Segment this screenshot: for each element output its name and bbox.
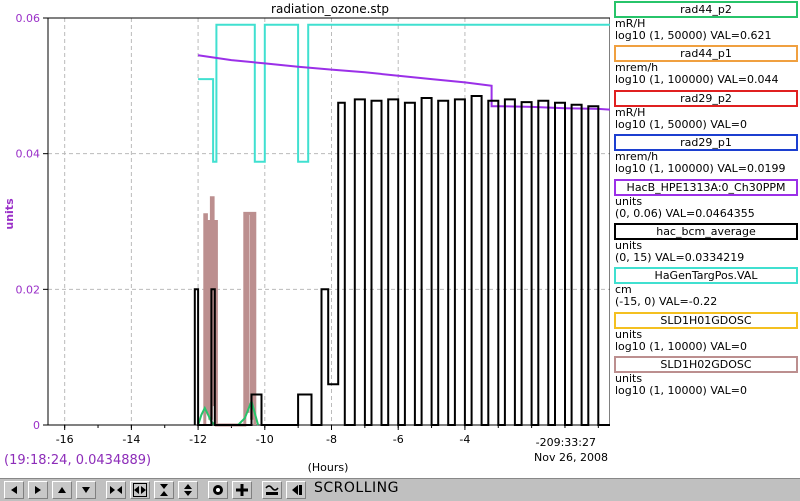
legend-unit: mrem/h <box>615 150 659 164</box>
y-tick-label: 0.06 <box>16 12 41 25</box>
add-icon <box>236 484 248 496</box>
legend-item-hagentargpos-val[interactable]: HaGenTargPos.VAL <box>614 267 798 285</box>
series-line-hac-bcm-average <box>193 95 610 426</box>
fit-button[interactable] <box>262 481 282 499</box>
legend-range: log10 (1, 10000) VAL=0 <box>615 339 748 353</box>
y-tick-label: 0.04 <box>16 148 41 161</box>
arrow-left-button[interactable] <box>4 481 24 499</box>
legend-range: (0, 0.06) VAL=0.0464355 <box>615 206 755 220</box>
x-tick-label: -4 <box>459 433 470 446</box>
legend-unit: units <box>615 194 643 208</box>
legend-range: log10 (1, 50000) VAL=0.621 <box>615 29 772 42</box>
legend-item-sld1h02gdosc[interactable]: SLD1H02GDOSC <box>614 356 798 374</box>
fit-icon <box>265 485 279 495</box>
y-axis-label: units <box>3 198 16 230</box>
back-icon <box>292 485 302 495</box>
date-label: Nov 26, 2008 <box>534 451 608 464</box>
chart-title: radiation_ozone.stp <box>271 2 389 16</box>
legend-unit: units <box>615 239 643 252</box>
status-text: SCROLLING <box>314 480 399 496</box>
record-icon <box>213 485 223 495</box>
x-tick-label: -8 <box>326 433 337 446</box>
legend-panel: rad44_p2 mR/H log10 (1, 50000) VAL=0.621 ra… <box>612 0 800 478</box>
arrow-right-icon <box>35 486 41 494</box>
zoom-out-x-button[interactable] <box>130 481 150 499</box>
legend-unit: mrem/h <box>615 61 659 75</box>
arrow-down-icon <box>82 487 90 493</box>
zoom-out-y-icon <box>184 484 192 496</box>
x-axis-label: (Hours) <box>308 461 349 474</box>
chart-plot[interactable]: 0 0.02 0.04 0.06 -16 -14 -12 -10 -8 -6 -4 radiatio… <box>0 0 610 478</box>
series-line-hagentargpos-val <box>198 23 610 163</box>
zoom-in-y-icon <box>160 484 168 496</box>
x-tick-label: -6 <box>393 433 404 446</box>
arrow-down-button[interactable] <box>76 481 96 499</box>
legend-item-rad29-p2[interactable]: rad29_p2 <box>614 89 798 107</box>
legend-item-sld1h01gdosc[interactable]: SLD1H01GDOSC <box>614 311 798 329</box>
legend-range: log10 (1, 50000) VAL=0 <box>615 117 748 131</box>
arrow-right-button[interactable] <box>28 481 48 499</box>
legend-unit: mR/H <box>615 17 646 30</box>
y-tick-label: 0.02 <box>16 283 41 296</box>
series-line-sld1h02gdosc <box>203 196 257 427</box>
record-button[interactable] <box>208 481 228 499</box>
x-tick-label: -12 <box>189 433 207 446</box>
plot-frame <box>47 17 610 426</box>
zoom-out-x-icon <box>133 483 147 497</box>
arrow-up-icon <box>58 487 66 493</box>
legend-item-rad29-p1[interactable]: rad29_p1 <box>614 134 798 152</box>
legend-item-rad44-p2[interactable]: rad44_p2 <box>614 1 798 18</box>
zoom-in-x-icon <box>110 486 122 494</box>
back-button[interactable] <box>286 481 306 499</box>
legend-range: (-15, 0) VAL=-0.22 <box>615 295 718 309</box>
time-label: -209:33:27 <box>536 436 596 449</box>
legend-unit: cm <box>615 283 632 297</box>
legend-range: log10 (1, 10000) VAL=0 <box>615 384 748 398</box>
x-tick-label: -14 <box>122 433 140 446</box>
legend-unit: mR/H <box>615 105 646 119</box>
arrow-up-button[interactable] <box>52 481 72 499</box>
chart-series-layer <box>193 23 610 427</box>
legend-item-rad44-p1[interactable]: rad44_p1 <box>614 45 798 63</box>
legend-item-hac-bcm-average[interactable]: hac_bcm_average <box>614 223 798 240</box>
zoom-in-x-button[interactable] <box>106 481 126 499</box>
legend-range: log10 (1, 100000) VAL=0.044 <box>615 73 779 87</box>
x-tick-label: -16 <box>56 433 74 446</box>
legend-range: (0, 15) VAL=0.0334219 <box>615 251 745 264</box>
coordinate-readout: (19:18:24, 0.0434889) <box>4 453 152 468</box>
chart-axes: 0 0.02 0.04 0.06 -16 -14 -12 -10 -8 -6 -4 <box>16 12 610 446</box>
zoom-in-y-button[interactable] <box>154 481 174 499</box>
zoom-out-y-button[interactable] <box>178 481 198 499</box>
legend-unit: units <box>615 372 643 386</box>
add-button[interactable] <box>232 481 252 499</box>
toolbar <box>0 478 800 501</box>
legend-unit: units <box>615 327 643 341</box>
x-tick-label: -10 <box>256 433 274 446</box>
arrow-left-icon <box>11 486 17 494</box>
legend-range: log10 (1, 100000) VAL=0.0199 <box>615 162 786 176</box>
y-tick-label: 0 <box>33 419 40 432</box>
legend-item-hacb-hpe1313a-0-ch30ppm[interactable]: HacB_HPE1313A:0_Ch30PPM <box>614 178 798 196</box>
